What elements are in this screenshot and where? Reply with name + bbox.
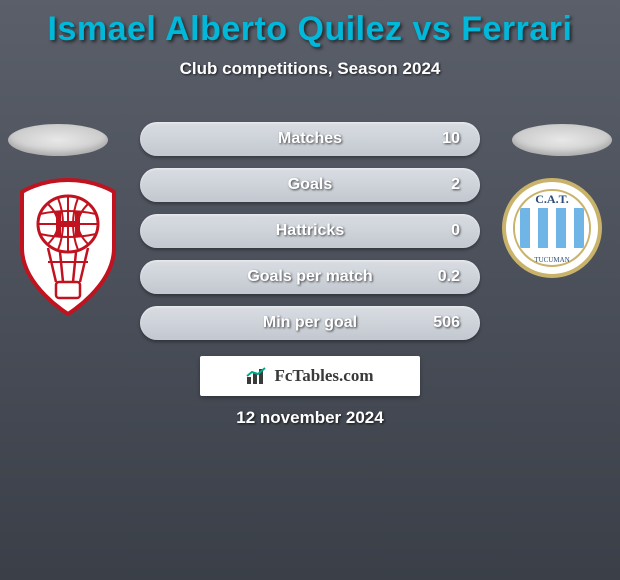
stat-label: Hattricks (276, 222, 344, 240)
player-slot-right-oval (512, 124, 612, 156)
page-subtitle: Club competitions, Season 2024 (0, 59, 620, 79)
stat-bar-gpm: Goals per match 0.2 (140, 260, 480, 294)
stat-value: 10 (442, 130, 460, 148)
stat-bar-mpg: Min per goal 506 (140, 306, 480, 340)
brand-text: FcTables.com (274, 366, 373, 386)
stat-value: 2 (451, 176, 460, 194)
stat-label: Goals (288, 176, 332, 194)
brand-badge: FcTables.com (200, 356, 420, 396)
page-title: Ismael Alberto Quilez vs Ferrari (0, 0, 620, 49)
club-crest-left (18, 178, 118, 316)
stat-label: Min per goal (263, 314, 357, 332)
stats-bars: Matches 10 Goals 2 Hattricks 0 Goals per… (140, 122, 480, 352)
stat-label: Matches (278, 130, 342, 148)
club-crest-right: C.A.T. TUCUMAN (502, 178, 602, 278)
stat-value: 0 (451, 222, 460, 240)
stat-bar-matches: Matches 10 (140, 122, 480, 156)
bars-icon (246, 367, 268, 385)
stat-value: 0.2 (438, 268, 460, 286)
date-line: 12 november 2024 (0, 408, 620, 428)
stat-value: 506 (433, 314, 460, 332)
stat-label: Goals per match (247, 268, 372, 286)
stat-bar-goals: Goals 2 (140, 168, 480, 202)
player-slot-left-oval (8, 124, 108, 156)
svg-text:TUCUMAN: TUCUMAN (534, 256, 569, 264)
stat-bar-hattricks: Hattricks 0 (140, 214, 480, 248)
svg-text:C.A.T.: C.A.T. (535, 192, 568, 206)
